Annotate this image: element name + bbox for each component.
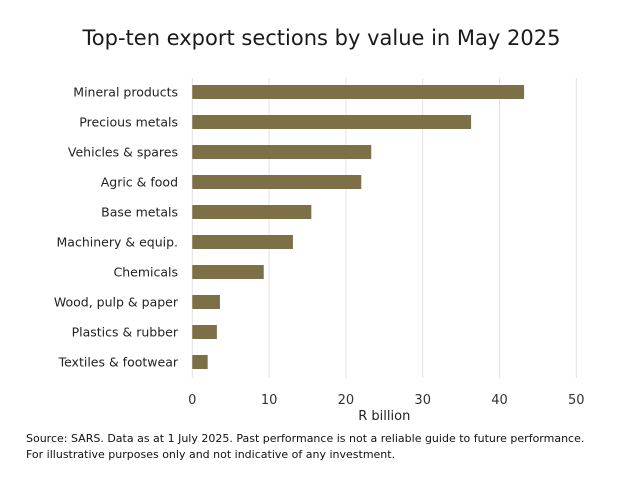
category-label: Agric & food [101, 175, 178, 190]
bar [192, 205, 312, 219]
category-label: Precious metals [79, 115, 178, 130]
x-tick-label: 10 [261, 393, 278, 408]
bar [192, 325, 217, 339]
bar [192, 265, 264, 279]
bar [192, 355, 208, 369]
category-label: Chemicals [113, 265, 178, 280]
x-axis-label: R billion [358, 409, 410, 424]
category-label: Machinery & equip. [57, 235, 178, 250]
x-tick-label: 30 [414, 393, 431, 408]
x-tick-label: 40 [491, 393, 508, 408]
bar [192, 175, 362, 189]
category-label: Vehicles & spares [68, 145, 178, 160]
category-label: Mineral products [73, 85, 178, 100]
source-note: Source: SARS. Data as at 1 July 2025. Pa… [26, 431, 584, 463]
category-label: Base metals [101, 205, 178, 220]
source-line-2: For illustrative purposes only and not i… [26, 448, 396, 461]
x-tick-label: 20 [338, 393, 355, 408]
source-line-1: Source: SARS. Data as at 1 July 2025. Pa… [26, 432, 585, 445]
bar [192, 85, 525, 99]
category-label: Textiles & footwear [58, 355, 179, 370]
category-label: Wood, pulp & paper [54, 295, 179, 310]
x-tick-label: 0 [188, 393, 196, 408]
bar [192, 235, 293, 249]
bar [192, 145, 372, 159]
bar [192, 295, 220, 309]
category-label: Plastics & rubber [72, 325, 179, 340]
chart-title: Top-ten export sections by value in May … [82, 26, 561, 50]
x-tick-label: 50 [568, 393, 585, 408]
bar [192, 115, 472, 129]
